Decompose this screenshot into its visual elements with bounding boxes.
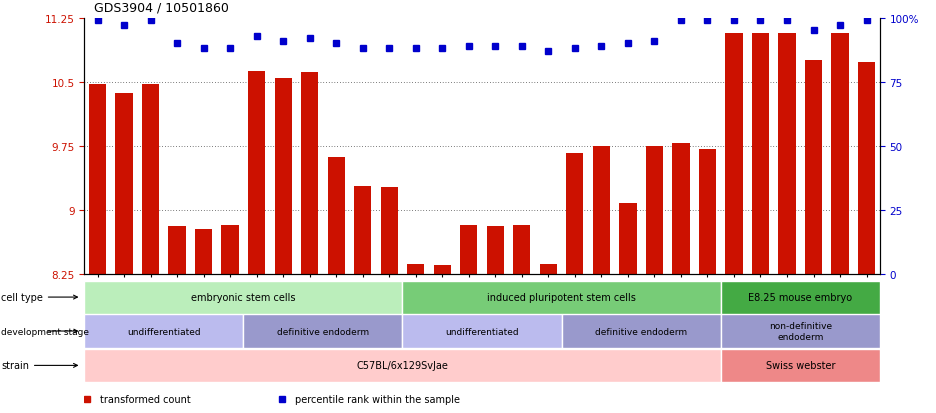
Bar bbox=[301, 73, 318, 275]
Text: development stage: development stage bbox=[1, 327, 89, 336]
Bar bbox=[562, 315, 721, 348]
Bar bbox=[620, 204, 636, 275]
Bar bbox=[858, 63, 875, 275]
Bar bbox=[354, 187, 372, 275]
Text: embryonic stem cells: embryonic stem cells bbox=[191, 292, 296, 302]
Bar bbox=[461, 225, 477, 275]
Bar bbox=[84, 281, 402, 314]
Bar bbox=[699, 149, 716, 275]
Text: GDS3904 / 10501860: GDS3904 / 10501860 bbox=[94, 2, 228, 14]
Bar bbox=[831, 34, 849, 275]
Bar bbox=[328, 158, 344, 275]
Bar bbox=[721, 315, 880, 348]
Bar bbox=[115, 94, 133, 275]
Bar bbox=[721, 281, 880, 314]
Text: E8.25 mouse embryo: E8.25 mouse embryo bbox=[748, 292, 853, 302]
Text: definitive endoderm: definitive endoderm bbox=[277, 327, 369, 336]
Text: undifferentiated: undifferentiated bbox=[446, 327, 519, 336]
Text: C57BL/6x129SvJae: C57BL/6x129SvJae bbox=[357, 361, 448, 370]
Bar bbox=[84, 349, 721, 382]
Text: induced pluripotent stem cells: induced pluripotent stem cells bbox=[487, 292, 636, 302]
Bar bbox=[402, 315, 562, 348]
Bar bbox=[725, 34, 742, 275]
Bar bbox=[84, 315, 243, 348]
Bar bbox=[592, 147, 610, 275]
Bar bbox=[433, 265, 451, 275]
Text: Swiss webster: Swiss webster bbox=[766, 361, 835, 370]
Bar bbox=[248, 71, 265, 275]
Bar bbox=[168, 226, 185, 275]
Bar bbox=[274, 79, 292, 275]
Text: strain: strain bbox=[1, 361, 78, 370]
Bar bbox=[805, 61, 822, 275]
Text: transformed count: transformed count bbox=[100, 394, 190, 404]
Bar bbox=[752, 34, 769, 275]
Bar bbox=[513, 225, 531, 275]
Text: definitive endoderm: definitive endoderm bbox=[595, 327, 687, 336]
Text: percentile rank within the sample: percentile rank within the sample bbox=[296, 394, 461, 404]
Bar bbox=[89, 85, 106, 275]
Bar bbox=[721, 349, 880, 382]
Bar bbox=[672, 144, 690, 275]
Bar bbox=[243, 315, 402, 348]
Bar bbox=[487, 226, 504, 275]
Bar bbox=[540, 264, 557, 275]
Bar bbox=[779, 34, 796, 275]
Bar bbox=[381, 188, 398, 275]
Text: undifferentiated: undifferentiated bbox=[127, 327, 200, 336]
Bar bbox=[195, 229, 212, 275]
Bar bbox=[407, 264, 424, 275]
Text: non-definitive
endoderm: non-definitive endoderm bbox=[768, 322, 832, 341]
Bar bbox=[646, 147, 663, 275]
Bar bbox=[402, 281, 721, 314]
Bar bbox=[142, 85, 159, 275]
Bar bbox=[566, 154, 583, 275]
Text: cell type: cell type bbox=[1, 292, 78, 302]
Bar bbox=[222, 225, 239, 275]
